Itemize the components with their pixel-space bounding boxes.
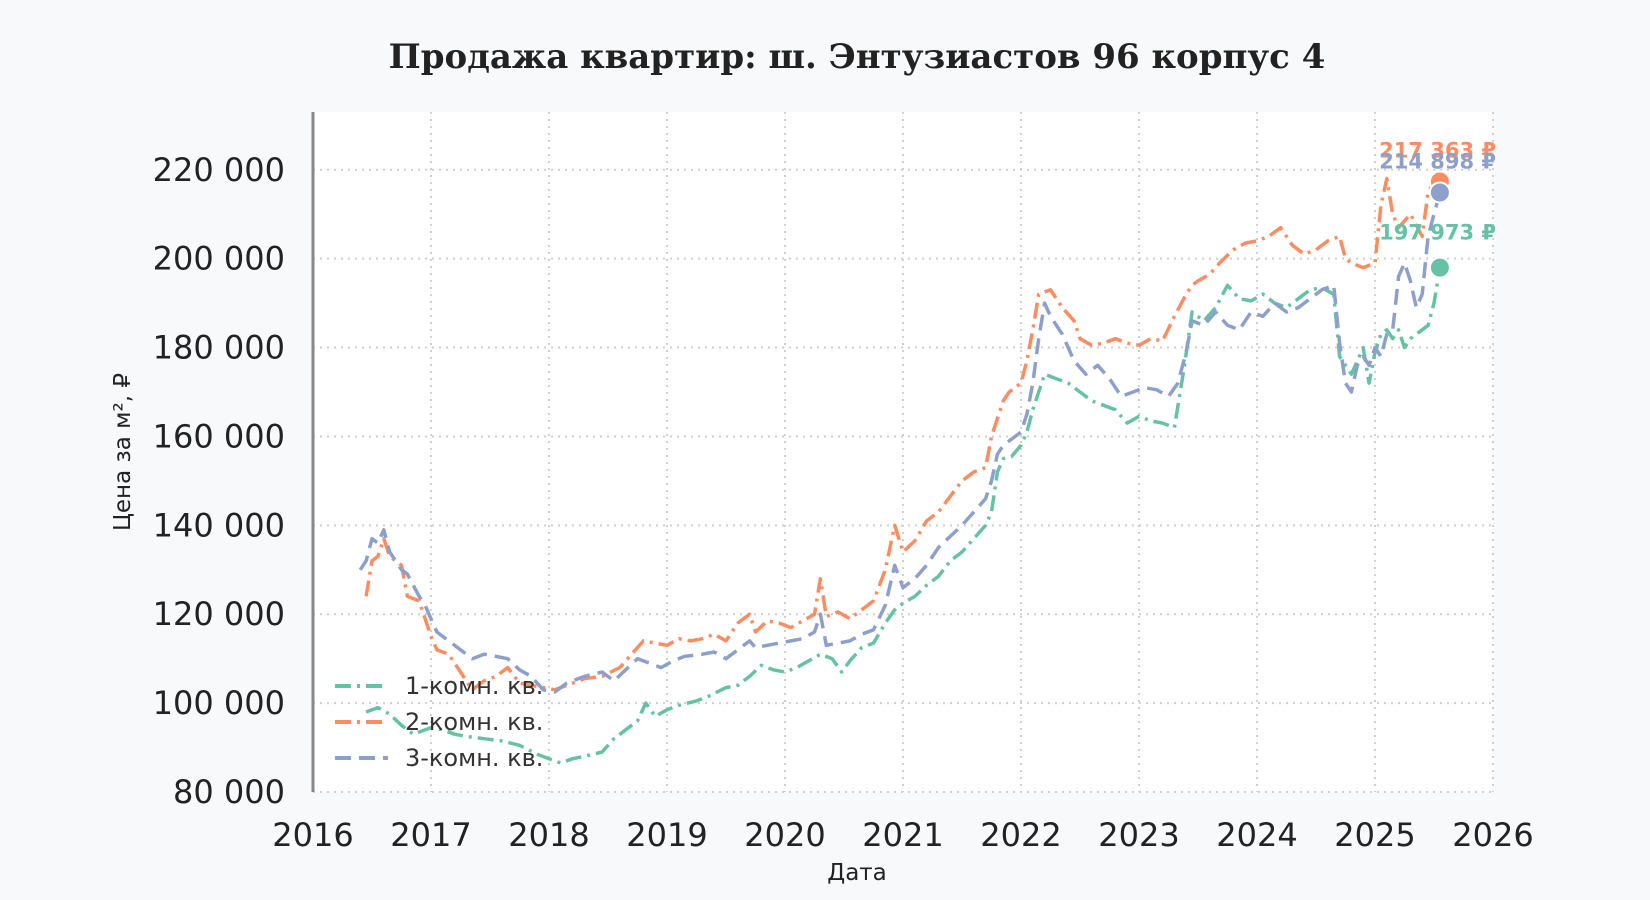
x-tick-label: 2022 (980, 816, 1061, 854)
series-endpoints: 197 973 ₽ 217 363 ₽214 898 ₽ (1379, 138, 1496, 279)
x-axis-label: Дата (827, 860, 887, 886)
y-tick-label: 140 000 (153, 506, 285, 544)
x-tick-label: 2024 (1216, 816, 1297, 854)
chart-title: Продажа квартир: ш. Энтузиастов 96 корпу… (389, 37, 1326, 77)
series-end-label-2: 217 363 ₽ (1379, 138, 1496, 162)
y-tick-label: 80 000 (173, 773, 285, 811)
series-endpoint-1 (1428, 256, 1451, 279)
y-tick-label: 100 000 (153, 684, 285, 722)
series-end-label-3: 214 898 ₽ (1379, 149, 1496, 173)
x-tick-label: 2020 (744, 816, 825, 854)
x-tick-label: 2026 (1452, 816, 1533, 854)
series-end-label-1: 197 973 ₽ (1379, 221, 1496, 245)
series-line-3 (358, 192, 1442, 694)
x-tick-label: 2018 (508, 816, 589, 854)
y-tick-label: 160 000 (153, 417, 285, 455)
axis-ticks: 2016 2017 2018 2019 2020 2021 2022 2023 2024 2025… (153, 151, 1534, 854)
x-tick-label: 2019 (626, 816, 707, 854)
legend: 1-комн. кв. 2-комн. кв. 3-комн. кв. (335, 672, 543, 772)
series-endpoint-3 (1428, 181, 1451, 204)
y-tick-label: 200 000 (153, 240, 285, 278)
series-line-1 (365, 267, 1442, 765)
y-tick-label: 220 000 (153, 151, 285, 189)
x-tick-label: 2016 (272, 816, 353, 854)
x-tick-label: 2017 (390, 816, 471, 854)
y-axis-label: Цена за м², ₽ (110, 373, 136, 531)
y-tick-label: 180 000 (153, 329, 285, 367)
y-tick-label: 120 000 (153, 595, 285, 633)
legend-label-2: 2-комн. кв. (405, 708, 543, 736)
series-lines (358, 176, 1442, 765)
legend-label-3: 3-комн. кв. (405, 744, 543, 772)
legend-label-1: 1-комн. кв. (405, 672, 543, 700)
x-tick-label: 2023 (1098, 816, 1179, 854)
series-line-2 (364, 176, 1441, 692)
x-tick-label: 2025 (1334, 816, 1415, 854)
x-tick-label: 2021 (862, 816, 943, 854)
